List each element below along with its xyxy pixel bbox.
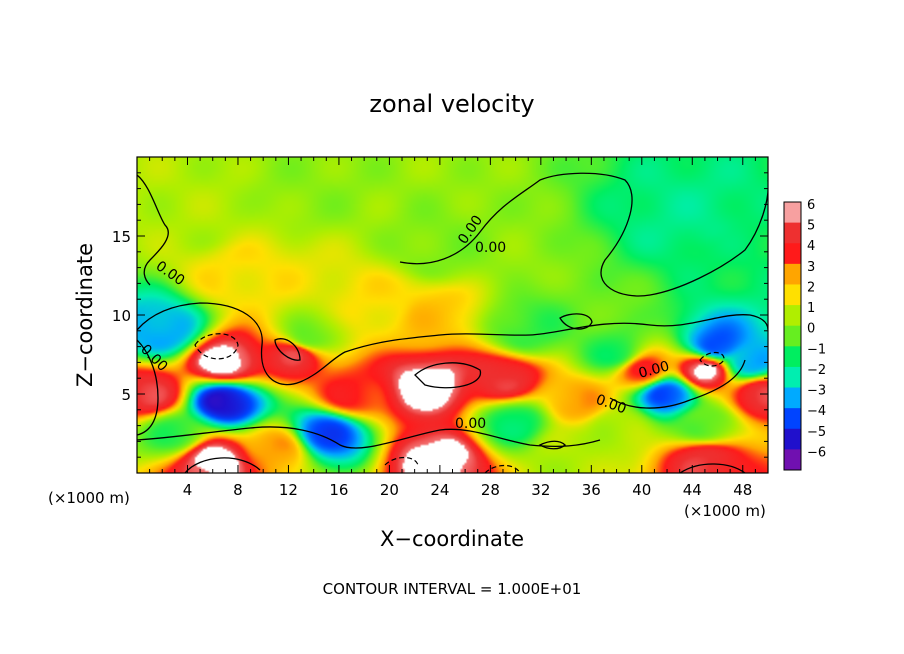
contour-line xyxy=(484,464,521,473)
colorbar-swatch xyxy=(784,428,801,450)
y-axis-ticks: 5 10 15 xyxy=(112,172,768,458)
x-axis-ticks: 4 8 12 16 20 24 28 32 36 40 44 48 xyxy=(149,157,756,499)
colorbar-swatch xyxy=(784,243,801,265)
colorbar-swatch xyxy=(784,408,801,430)
x-tick-label: 24 xyxy=(430,481,449,499)
colorbar-tick-label: −6 xyxy=(807,445,826,460)
x-tick-label: 12 xyxy=(279,481,298,499)
x-tick-label: 16 xyxy=(329,481,348,499)
contour-line xyxy=(137,174,169,286)
y-tick-label: 10 xyxy=(112,307,131,325)
y-tick-label: 5 xyxy=(121,386,131,404)
contour-label: 0.00 xyxy=(455,416,486,432)
colorbar-tick-label: −3 xyxy=(807,384,826,399)
colorbar-swatch xyxy=(784,305,801,327)
x-tick-label: 28 xyxy=(481,481,500,499)
colorbar-swatch xyxy=(784,284,801,306)
colorbar-swatch xyxy=(784,387,801,409)
colorbar-tick-label: 6 xyxy=(807,198,815,213)
contour-line xyxy=(414,362,481,389)
y-tick-label: 15 xyxy=(112,228,131,246)
colorbar: 6 5 4 3 2 1 0 −1 −2 −3 −4 −5 −6 xyxy=(783,198,826,471)
contour-line xyxy=(538,440,566,450)
colorbar-tick-label: 0 xyxy=(807,322,815,337)
contour-line xyxy=(137,339,159,436)
x-unit-label-left: (×1000 m) xyxy=(48,489,130,507)
colorbar-tick-label: 1 xyxy=(807,301,815,316)
contour-line xyxy=(384,456,419,466)
contour-line xyxy=(137,426,601,449)
contour-line xyxy=(699,351,725,367)
colorbar-swatch xyxy=(784,449,801,471)
colorbar-tick-label: −4 xyxy=(807,404,826,419)
colorbar-swatch xyxy=(784,263,801,285)
x-tick-label: 20 xyxy=(380,481,399,499)
contour-line xyxy=(194,333,239,360)
contour-line xyxy=(137,302,768,386)
colorbar-tick-label: −5 xyxy=(807,425,826,440)
colorbar-swatch xyxy=(784,202,801,224)
colorbar-swatch xyxy=(784,346,801,368)
chart-title: zonal velocity xyxy=(369,90,534,118)
x-tick-label: 40 xyxy=(632,481,651,499)
plot-area: 0.000.000.000.000.000.000.00 xyxy=(137,157,768,473)
contour-line xyxy=(184,457,261,473)
contour-line xyxy=(559,313,593,330)
colorbar-frame xyxy=(783,201,802,471)
colorbar-swatch xyxy=(784,222,801,244)
contour-lines xyxy=(137,172,768,473)
x-tick-label: 4 xyxy=(183,481,193,499)
colorbar-tick-label: 5 xyxy=(807,219,815,234)
colorbar-swatch xyxy=(784,325,801,347)
colorbar-tick-label: −2 xyxy=(807,363,826,378)
contour-label: 0.00 xyxy=(637,358,671,382)
x-tick-label: 8 xyxy=(233,481,243,499)
colorbar-tick-label: 2 xyxy=(807,280,815,295)
x-tick-label: 48 xyxy=(733,481,752,499)
colorbar-tick-label: 4 xyxy=(807,239,815,254)
x-tick-label: 32 xyxy=(531,481,550,499)
contour-interval-note: CONTOUR INTERVAL = 1.000E+01 xyxy=(323,580,582,598)
contour-line xyxy=(679,463,746,473)
x-tick-label: 36 xyxy=(582,481,601,499)
x-axis-label: X−coordinate xyxy=(380,527,524,551)
contour-label: 0.00 xyxy=(475,240,506,256)
contour-line xyxy=(609,359,746,409)
x-tick-label: 44 xyxy=(683,481,702,499)
contour-line xyxy=(274,338,301,361)
colorbar-tick-label: −1 xyxy=(807,342,826,357)
heatmap-field xyxy=(137,157,768,473)
y-axis-label: Z−coordinate xyxy=(73,243,97,387)
x-unit-label-right: (×1000 m) xyxy=(684,502,766,520)
colorbar-swatch xyxy=(784,366,801,389)
contour-line xyxy=(399,172,768,297)
colorbar-tick-label: 3 xyxy=(807,260,815,275)
